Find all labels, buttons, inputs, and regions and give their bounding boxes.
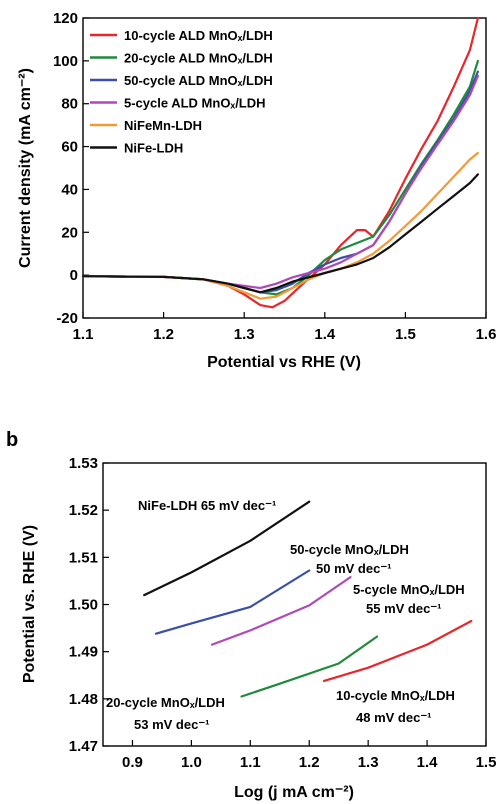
panel-b-x-tick-label: 1.2	[299, 754, 320, 771]
panel-b-y-tick-label: 1.48	[69, 691, 98, 708]
panel-b-x-tick-label: 0.9	[122, 754, 143, 771]
panel-b-x-tick-label: 1.3	[358, 754, 379, 771]
panel-a: 1.1 1.2 1.3 1.4 1.5 1.6 -20 0 20 40 60 80 100 120 Po…	[17, 10, 496, 371]
annotation-5-cycle-slope: 55 mV dec⁻¹	[366, 601, 442, 616]
legend-entry: 5-cycle ALD MnOₓ/LDH	[124, 96, 266, 111]
panel-a-x-axis-title: Potential vs RHE (V)	[207, 354, 361, 371]
legend-entry: NiFe-LDH	[124, 141, 183, 156]
panel-a-y-tick-label: 20	[61, 224, 78, 241]
panel-b-series-line-4	[240, 635, 379, 698]
panel-b-series-line-3	[210, 575, 352, 646]
legend-entry: NiFeMn-LDH	[124, 118, 202, 133]
panel-a-x-tick-label: 1.3	[234, 326, 255, 343]
annotation-nife-ldh: NiFe-LDH 65 mV dec⁻¹	[138, 498, 276, 513]
panel-a-x-tick-label: 1.2	[153, 326, 174, 343]
panel-a-series-line-6	[81, 173, 479, 294]
panel-b-y-tick-label: 1.51	[69, 549, 98, 566]
panel-b-x-tick-label: 1.5	[476, 754, 497, 771]
annotation-20-cycle-slope: 53 mV dec⁻¹	[134, 717, 210, 732]
panel-a-y-tick-label: 60	[61, 139, 78, 156]
panel-a-x-tick-label: 1.5	[395, 326, 416, 343]
panel-a-y-tick-label: 100	[53, 53, 78, 70]
panel-b-x-ticks: 0.9 1.0 1.1 1.2 1.3 1.4 1.5	[122, 740, 496, 771]
panel-a-y-tick-label: -20	[56, 310, 78, 327]
panel-b-x-tick-label: 1.0	[181, 754, 202, 771]
panel-b-series-line-5	[322, 619, 473, 683]
panel-b-x-tick-label: 1.1	[240, 754, 261, 771]
panel-a-x-tick-label: 1.4	[314, 326, 336, 343]
legend-entry: 10-cycle ALD MnOₓ/LDH	[124, 28, 273, 43]
panel-b: b 0.9 1.0 1.1 1.2 1.3 1.4 1.5 1.47 1.48 1.49 1.50…	[6, 429, 496, 801]
annotation-10-cycle-slope: 48 mV dec⁻¹	[356, 710, 432, 725]
panel-b-y-tick-label: 1.50	[69, 597, 98, 614]
panel-b-y-tick-label: 1.47	[69, 738, 98, 755]
panel-a-y-tick-label: 40	[61, 181, 78, 198]
panel-a-y-tick-label: 120	[53, 10, 78, 27]
panel-a-x-tick-label: 1.1	[73, 326, 94, 343]
annotation-5-cycle-name: 5-cycle MnOₓ/LDH	[353, 582, 465, 597]
annotation-50-cycle-slope: 50 mV dec⁻¹	[316, 561, 392, 576]
panel-a-y-tick-label: 0	[70, 267, 78, 284]
panel-b-x-axis-title: Log (j mA cm⁻²)	[234, 784, 354, 801]
panel-b-series-line-1	[143, 500, 311, 597]
legend-entry: 50-cycle ALD MnOₓ/LDH	[124, 73, 273, 88]
panel-a-y-ticks: -20 0 20 40 60 80 100 120	[53, 10, 89, 327]
panel-b-y-axis-title: Potential vs. RHE (V)	[21, 525, 38, 683]
panel-b-y-tick-label: 1.52	[69, 502, 98, 519]
annotation-10-cycle-name: 10-cycle MnOₓ/LDH	[336, 688, 455, 703]
panel-b-series-lines	[143, 500, 473, 698]
annotation-20-cycle-name: 20-cycle MnOₓ/LDH	[106, 695, 225, 710]
panel-a-plot-frame	[82, 17, 487, 319]
panel-b-y-tick-label: 1.53	[69, 455, 98, 472]
panel-a-series-lines	[81, 16, 479, 309]
panel-a-legend: 10-cycle ALD MnOₓ/LDH 20-cycle ALD MnOₓ/L…	[90, 28, 273, 156]
panel-b-series-line-2	[154, 569, 311, 635]
panel-a-y-axis-title: Current density (mA cm⁻²)	[17, 68, 34, 268]
annotation-50-cycle-name: 50-cycle MnOₓ/LDH	[290, 542, 409, 557]
panel-a-y-tick-label: 80	[61, 96, 78, 113]
panel-b-label: b	[6, 429, 18, 451]
panel-b-x-tick-label: 1.4	[417, 754, 439, 771]
panel-b-y-tick-label: 1.49	[69, 644, 98, 661]
panel-b-y-ticks: 1.47 1.48 1.49 1.50 1.51 1.52 1.53	[69, 455, 109, 755]
panel-a-x-tick-label: 1.6	[476, 326, 497, 343]
panel-b-annotations: NiFe-LDH 65 mV dec⁻¹ 50-cycle MnOₓ/LDH 5…	[106, 498, 465, 732]
legend-entry: 20-cycle ALD MnOₓ/LDH	[124, 51, 273, 66]
panel-a-x-ticks: 1.1 1.2 1.3 1.4 1.5 1.6	[73, 312, 497, 343]
